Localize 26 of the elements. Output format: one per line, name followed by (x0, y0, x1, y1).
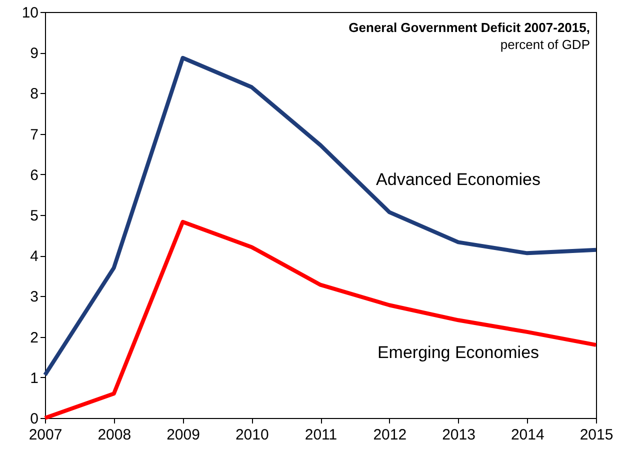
y-tick-label: 4 (30, 248, 38, 266)
y-tick-label: 10 (22, 4, 38, 22)
y-tick-label: 0 (30, 410, 38, 428)
x-tick-label: 2007 (28, 426, 62, 444)
line-series (43, 220, 598, 420)
x-tick-label: 2011 (304, 426, 338, 444)
y-tick-label: 6 (30, 166, 38, 184)
x-tick-label: 2014 (510, 426, 544, 444)
x-tick-label: 2010 (235, 426, 269, 444)
x-tick-label: 2009 (166, 426, 200, 444)
text: percent of GDP (500, 37, 590, 52)
x-tick-label: 2012 (373, 426, 407, 444)
y-tick-label: 7 (30, 126, 38, 144)
series-label: Emerging Economies (377, 343, 540, 362)
x-tick-label: 2008 (98, 426, 132, 444)
text: General Government Deficit 2007-2015, (348, 20, 590, 35)
series-label: Advanced Economies (376, 170, 540, 190)
y-tick-label: 3 (30, 288, 38, 306)
x-tick-label: 2015 (580, 426, 614, 444)
line-series (43, 56, 598, 377)
y-tick-label: 5 (30, 208, 38, 224)
y-tick-label: 2 (30, 329, 38, 346)
y-tick-label: 1 (30, 370, 38, 387)
y-tick-label: 9 (30, 45, 38, 62)
y-tick-label: 8 (30, 86, 38, 103)
x-tick-label: 2013 (442, 426, 476, 444)
